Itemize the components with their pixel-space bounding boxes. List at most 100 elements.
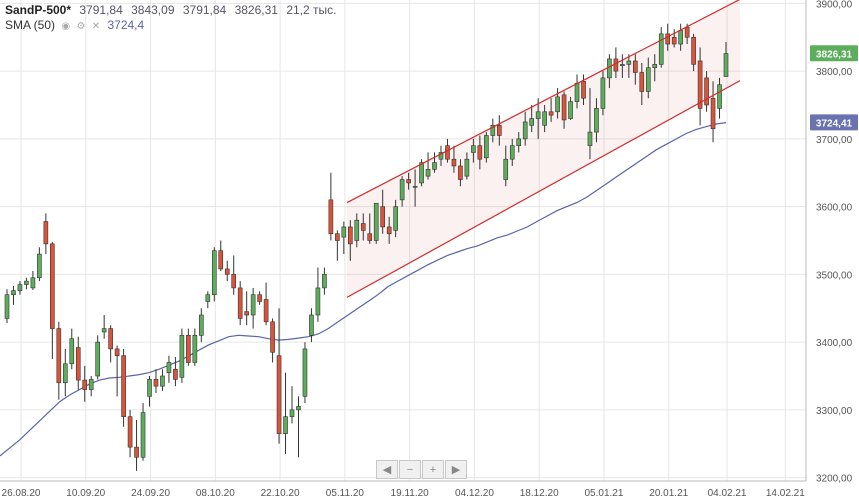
- candle: [62, 348, 68, 397]
- candle-body: [581, 80, 586, 99]
- candle-body: [114, 348, 120, 356]
- x-tick-label: 24.09.20: [131, 488, 170, 499]
- candle: [516, 132, 522, 153]
- candle: [75, 336, 81, 390]
- zoom-in-button[interactable]: +: [422, 460, 444, 479]
- sma-line: [0, 122, 727, 457]
- candle-body: [412, 186, 418, 188]
- sma-badge: 3724,41: [816, 118, 853, 129]
- candle: [360, 213, 366, 241]
- candle: [121, 348, 126, 427]
- candle-body: [354, 219, 360, 241]
- candle-body: [503, 158, 509, 180]
- close-icon[interactable]: ✕: [91, 21, 101, 32]
- candle-body: [140, 412, 146, 458]
- candle: [587, 88, 593, 160]
- candle: [250, 287, 256, 329]
- candle: [406, 172, 411, 190]
- sma-badge-bg: [810, 114, 858, 131]
- candle: [205, 291, 211, 309]
- candle-body: [322, 274, 327, 289]
- candle: [503, 145, 509, 187]
- x-tick-label: 18.12.20: [520, 488, 559, 499]
- candle: [484, 132, 489, 163]
- candle: [671, 29, 677, 48]
- candle-body: [419, 162, 424, 184]
- candle-body: [179, 335, 185, 378]
- candle-body: [620, 64, 625, 67]
- candle: [328, 172, 334, 241]
- candle-body: [697, 60, 703, 109]
- candle: [451, 145, 457, 173]
- candle-body: [101, 328, 107, 333]
- candle: [477, 135, 483, 170]
- scroll-right-button[interactable]: ▶: [445, 460, 467, 479]
- candle: [658, 27, 664, 68]
- candle: [509, 138, 515, 166]
- channel-lower-line: [346, 80, 741, 298]
- settings-icon[interactable]: ⚙: [76, 21, 86, 32]
- low-value: 3791,84: [182, 3, 227, 17]
- candle: [199, 308, 204, 343]
- candle: [17, 281, 23, 295]
- candle: [393, 199, 398, 238]
- volume-value: 21,2 тыс.: [286, 3, 337, 17]
- candle-body: [490, 125, 496, 136]
- candle-body: [704, 77, 709, 106]
- candle-body: [283, 416, 288, 434]
- candle: [717, 77, 722, 119]
- candle: [697, 47, 703, 126]
- sma-label[interactable]: SMA (50): [5, 18, 56, 32]
- candle-body: [367, 233, 373, 241]
- candle: [192, 328, 198, 366]
- candle-body: [147, 379, 152, 397]
- x-tick-label: 10.09.20: [66, 488, 105, 499]
- candle-body: [199, 314, 204, 336]
- y-tick-label: 3400,00: [816, 338, 853, 349]
- candle-body: [360, 223, 366, 231]
- chart-navigator: ◀ − + ▶: [376, 460, 468, 479]
- candle: [69, 328, 75, 370]
- candle: [244, 291, 249, 326]
- x-tick-label: 14.02.21: [766, 488, 805, 499]
- candle: [522, 111, 528, 146]
- candle: [283, 372, 288, 454]
- candle-body: [244, 311, 249, 316]
- candle: [153, 369, 159, 393]
- zoom-out-button[interactable]: −: [399, 460, 421, 479]
- candle-body: [134, 446, 139, 458]
- candle-body: [186, 335, 191, 363]
- candle-body: [399, 179, 405, 201]
- candle-body: [173, 368, 178, 380]
- candle: [652, 54, 658, 82]
- candle: [211, 247, 217, 302]
- candle: [127, 409, 133, 458]
- candle-body: [276, 355, 282, 434]
- x-tick-label: 05.01.21: [585, 488, 624, 499]
- candle-body: [658, 33, 664, 65]
- candle-body: [568, 101, 573, 119]
- candle-body: [691, 36, 696, 65]
- y-tick-label: 3700,00: [816, 135, 853, 146]
- x-tick-label: 04.02.21: [708, 488, 747, 499]
- symbol-name[interactable]: SandP-500*: [5, 3, 72, 17]
- candle-body: [24, 280, 29, 285]
- candle-body: [639, 72, 645, 92]
- candle: [296, 396, 301, 458]
- channel-upper-line: [346, 0, 740, 204]
- candle-body: [464, 158, 470, 177]
- candle: [354, 213, 360, 248]
- candle: [633, 54, 638, 85]
- candle-body: [270, 321, 275, 353]
- candle-body: [548, 111, 554, 116]
- price-badge-bg: [810, 45, 858, 62]
- scroll-left-button[interactable]: ◀: [376, 460, 398, 479]
- candle-body: [205, 294, 211, 302]
- candle: [289, 386, 295, 424]
- candle-body: [432, 162, 437, 170]
- eye-icon[interactable]: ◉: [61, 21, 71, 32]
- candle-body: [250, 294, 256, 316]
- candle: [140, 403, 146, 461]
